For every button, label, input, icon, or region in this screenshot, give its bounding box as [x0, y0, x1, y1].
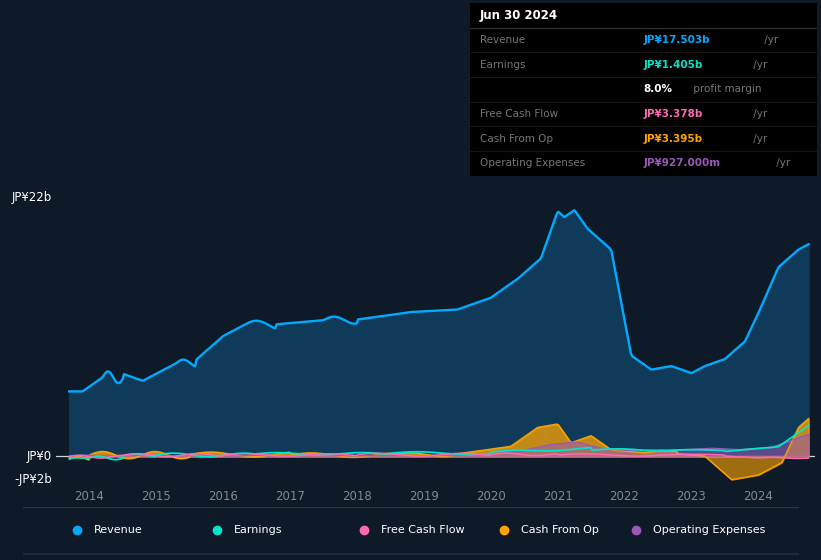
Text: Free Cash Flow: Free Cash Flow — [382, 525, 465, 535]
Text: Cash From Op: Cash From Op — [480, 134, 553, 144]
Text: 8.0%: 8.0% — [644, 85, 672, 94]
Text: /yr: /yr — [750, 134, 767, 144]
Text: /yr: /yr — [750, 109, 767, 119]
Text: Jun 30 2024: Jun 30 2024 — [480, 8, 558, 22]
Text: JP¥17.503b: JP¥17.503b — [644, 35, 710, 45]
Text: profit margin: profit margin — [690, 85, 762, 94]
Text: Revenue: Revenue — [94, 525, 143, 535]
Text: JP¥1.405b: JP¥1.405b — [644, 59, 703, 69]
Text: Operating Expenses: Operating Expenses — [653, 525, 765, 535]
Text: /yr: /yr — [761, 35, 778, 45]
Text: JP¥3.378b: JP¥3.378b — [644, 109, 703, 119]
Text: /yr: /yr — [773, 158, 791, 169]
Text: JP¥3.395b: JP¥3.395b — [644, 134, 703, 144]
Text: JP¥927.000m: JP¥927.000m — [644, 158, 720, 169]
Text: Free Cash Flow: Free Cash Flow — [480, 109, 558, 119]
Text: JP¥0: JP¥0 — [27, 450, 52, 463]
Text: -JP¥2b: -JP¥2b — [14, 473, 52, 486]
Text: Revenue: Revenue — [480, 35, 525, 45]
Text: Cash From Op: Cash From Op — [521, 525, 599, 535]
Text: /yr: /yr — [750, 59, 767, 69]
Text: Earnings: Earnings — [480, 59, 525, 69]
Text: JP¥22b: JP¥22b — [11, 190, 52, 204]
Text: Operating Expenses: Operating Expenses — [480, 158, 585, 169]
Text: Earnings: Earnings — [234, 525, 282, 535]
